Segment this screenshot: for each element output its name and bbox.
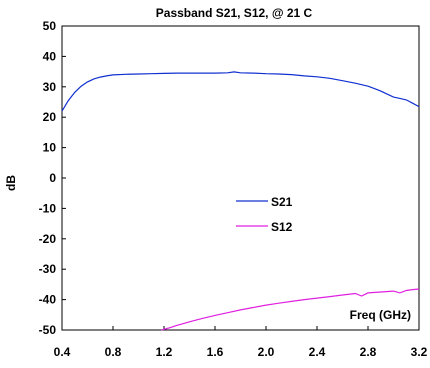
y-tick-label: 50 xyxy=(43,19,57,33)
x-tick-label: 2.4 xyxy=(309,345,326,359)
legend-label-s21: S21 xyxy=(271,195,293,209)
y-tick-label: 0 xyxy=(49,171,56,185)
chart-title: Passband S21, S12, @ 21 C xyxy=(156,6,313,20)
x-ticks: 0.4 0.8 1.2 1.6 2.0 2.4 2.8 3.2 xyxy=(54,326,428,359)
x-tick-label: 0.8 xyxy=(105,345,122,359)
series-line-s12 xyxy=(161,288,420,331)
y-tick-label: -50 xyxy=(39,323,57,337)
x-tick-label: 2.8 xyxy=(360,345,377,359)
series-line-s21 xyxy=(61,71,420,112)
y-tick-label: -30 xyxy=(39,262,57,276)
y-tick-label: -40 xyxy=(39,293,57,307)
x-tick-label: 0.4 xyxy=(54,345,71,359)
legend: S21 S12 xyxy=(236,195,293,234)
series-layer xyxy=(61,71,420,331)
y-ticks: 50 40 30 20 10 0 -10 -20 -30 -40 -50 xyxy=(39,19,66,337)
y-tick-label: -10 xyxy=(39,201,57,215)
y-tick-label: 10 xyxy=(43,141,57,155)
legend-label-s12: S12 xyxy=(271,220,293,234)
y-tick-label: 20 xyxy=(43,110,57,124)
y-tick-label: -20 xyxy=(39,232,57,246)
x-tick-label: 1.6 xyxy=(207,345,224,359)
y-tick-label: 40 xyxy=(43,49,57,63)
x-tick-label: 2.0 xyxy=(258,345,275,359)
freq-annotation: Freq (GHz) xyxy=(350,308,411,322)
plot-area xyxy=(61,25,420,331)
x-tick-label: 3.2 xyxy=(411,345,428,359)
y-tick-label: 30 xyxy=(43,80,57,94)
x-tick-label: 1.2 xyxy=(156,345,173,359)
y-axis-label: dB xyxy=(4,175,18,191)
